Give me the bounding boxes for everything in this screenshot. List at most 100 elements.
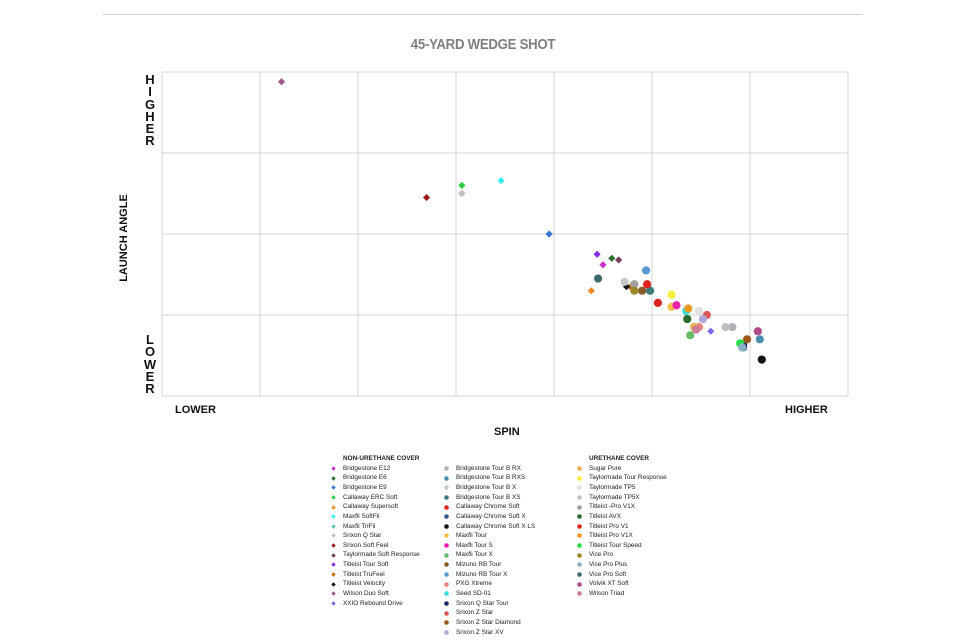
- legend-entry: Callaway Chrome Soft X: [444, 512, 535, 522]
- data-point: [667, 290, 676, 299]
- legend-label: Titleist Pro V1: [589, 522, 629, 530]
- legend-group-title: NON-URETHANE COVER: [343, 455, 420, 462]
- legend-marker: [577, 504, 582, 510]
- legend-label: Titleist Velocity: [343, 580, 386, 588]
- legend-label: Maxfli Tour S: [456, 541, 493, 549]
- legend-entry: Srixon Z Star XV: [444, 628, 535, 638]
- legend-entry: Bridgestone E12: [331, 464, 420, 474]
- axis-letter: O: [144, 344, 156, 360]
- legend-marker: [577, 543, 582, 548]
- legend-non-urethane: NON-URETHANE COVER Bridgestone E12 Bridge…: [331, 454, 420, 608]
- data-point: [672, 301, 681, 310]
- legend-marker-shape: [331, 514, 336, 519]
- legend-marker: [577, 485, 582, 491]
- data-point: [653, 298, 662, 307]
- legend-label: Srixon Z Star XV: [456, 628, 504, 636]
- legend-marker-shape: [577, 485, 582, 491]
- legend-entry: Srixon Z Star: [444, 608, 535, 618]
- legend-entry: Titleist Tour Speed: [577, 541, 667, 551]
- legend-marker-shape: [444, 533, 449, 539]
- legend-marker-shape: [577, 514, 582, 520]
- legend-label: Titleist Tour Soft: [343, 561, 389, 569]
- legend-marker: [444, 601, 449, 606]
- data-point: [630, 280, 639, 289]
- legend-label: Wilson Triad: [589, 590, 625, 598]
- legend-marker: [577, 591, 582, 597]
- legend-marker: [331, 514, 336, 519]
- legend-label: Callaway Chrome Soft X: [456, 512, 526, 520]
- legend-label: Titleist -Pro V1X: [589, 503, 635, 511]
- legend-marker: [577, 533, 582, 539]
- legend-entry: Callaway Supersoft: [331, 502, 420, 512]
- legend-marker: [331, 581, 336, 587]
- legend-group-title: URETHANE COVER: [589, 455, 650, 462]
- legend-label: Callaway Chrome Soft X LS: [456, 522, 536, 530]
- legend-marker-shape: [444, 475, 449, 481]
- legend-marker: [331, 543, 336, 548]
- legend-marker: [577, 572, 582, 577]
- legend-marker: [444, 610, 449, 616]
- data-point: [742, 335, 752, 344]
- legend-label: Titleist Pro V1X: [589, 532, 633, 540]
- legend-label: Bridgestone Tour B RXS: [456, 474, 526, 482]
- legend-marker-shape: [577, 495, 582, 500]
- legend-marker-shape: [331, 572, 336, 577]
- legend-marker: [331, 591, 336, 597]
- legend-entry: Titleist -Pro V1X: [577, 502, 667, 512]
- legend-marker: [444, 620, 449, 626]
- legend-entry: Srixon Q Star Tour: [444, 599, 535, 609]
- legend-entry: Srixon Q Star: [331, 531, 420, 541]
- legend-marker-shape: [331, 504, 336, 510]
- data-point: [458, 181, 466, 189]
- legend-marker: [444, 466, 449, 471]
- legend-marker-shape: [331, 485, 336, 490]
- legend-urethane-a: Bridgestone Tour B RX Bridgestone Tour B …: [444, 464, 535, 638]
- legend-marker: [577, 552, 582, 558]
- legend-marker-shape: [444, 610, 449, 616]
- legend-marker-shape: [331, 524, 336, 529]
- legend-entry: Bridgestone E6: [331, 473, 420, 483]
- legend-label: Srixon Z Star Diamond: [456, 618, 521, 626]
- data-point: [545, 230, 553, 238]
- legend-marker-shape: [444, 562, 449, 568]
- legend-entry: Srixon Z Star Diamond: [444, 618, 535, 628]
- legend-entry: Wilson Duo Soft: [331, 589, 420, 599]
- legend-entry: Mizuno RB Tour X: [444, 570, 535, 580]
- legend-marker-shape: [577, 466, 582, 471]
- legend-marker-shape: [577, 591, 582, 597]
- legend-marker-shape: [331, 581, 336, 587]
- legend-marker-shape: [577, 572, 582, 577]
- legend-entry: Taylormade TP5X: [577, 493, 667, 503]
- legend-marker-shape: [444, 543, 449, 548]
- legend-label: Vice Pro: [589, 551, 614, 559]
- legend-label: Bridgestone E9: [343, 483, 387, 491]
- legend-marker: [444, 475, 449, 481]
- legend-marker: [444, 524, 449, 529]
- y-axis-label: LAUNCH ANGLE: [118, 194, 130, 282]
- legend-entry: Volvik XT Soft: [577, 579, 667, 589]
- legend-marker: [444, 630, 449, 635]
- data-points: [277, 78, 766, 364]
- legend-marker-shape: [577, 475, 582, 481]
- data-point: [497, 176, 505, 185]
- legend-marker-shape: [331, 543, 336, 548]
- legend-entry: Taylormade Soft Response: [331, 550, 420, 560]
- legend-marker: [331, 524, 336, 529]
- legend-marker-shape: [444, 630, 449, 635]
- legend-urethane-b: URETHANE COVER Sugar Pure Taylormade Tour…: [577, 454, 667, 599]
- data-point: [643, 280, 652, 289]
- legend-label: Mizuno RB Tour: [456, 561, 502, 569]
- legend-marker: [577, 466, 582, 471]
- legend-marker: [444, 562, 449, 568]
- legend-marker: [331, 475, 336, 481]
- legend-marker: [577, 495, 582, 500]
- legend-marker: [444, 504, 449, 510]
- legend-entry: Titleist TruFeel: [331, 570, 420, 580]
- legend-marker: [444, 533, 449, 539]
- legend-label: Taylormade TP5: [589, 483, 636, 491]
- legend-entry: Maxfli Tour: [444, 531, 535, 541]
- data-point: [615, 256, 623, 264]
- legend-entry: Titleist Pro V1X: [577, 531, 667, 541]
- legend-marker-shape: [331, 495, 336, 500]
- legend-entry: Bridgestone E9: [331, 483, 420, 493]
